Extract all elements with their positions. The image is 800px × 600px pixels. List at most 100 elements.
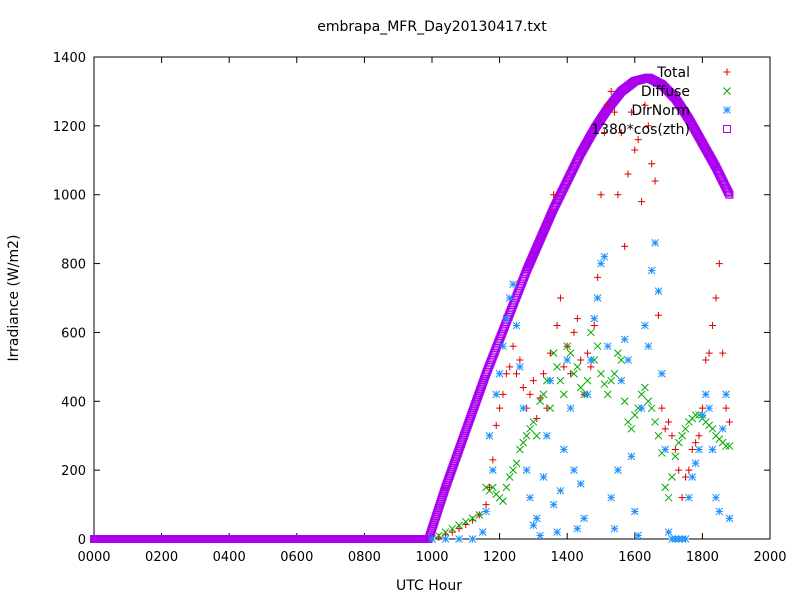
data-point [426, 528, 435, 537]
data-point [708, 445, 717, 454]
data-point [648, 160, 656, 168]
data-point [678, 431, 686, 440]
data-point [668, 432, 676, 440]
data-point [529, 418, 538, 426]
data-point [594, 273, 602, 281]
data-point [630, 411, 639, 419]
data-point [715, 507, 724, 516]
data-point [461, 517, 470, 526]
data-point [427, 526, 436, 535]
data-point [567, 370, 575, 378]
data-point [661, 445, 670, 454]
data-point [593, 342, 602, 351]
data-point [516, 356, 524, 364]
data-point [430, 518, 439, 527]
data-point [485, 483, 493, 491]
data-point [637, 404, 646, 413]
data-point [488, 483, 497, 492]
series-2 [428, 239, 734, 543]
data-point [624, 170, 632, 178]
legend-marker [723, 87, 731, 95]
data-point [563, 356, 572, 364]
data-point [627, 108, 635, 116]
data-point [502, 370, 510, 378]
data-point [570, 328, 578, 336]
data-point [698, 411, 707, 419]
data-point [691, 411, 700, 419]
data-point [505, 473, 514, 481]
data-point [434, 504, 443, 513]
data-point [573, 524, 582, 533]
data-point [505, 294, 514, 302]
data-point [553, 363, 561, 371]
data-point [455, 521, 463, 530]
data-point [654, 311, 662, 319]
data-point [509, 280, 517, 289]
x-tick-label: 0400 [213, 550, 246, 565]
data-point [529, 377, 537, 385]
data-point [553, 528, 561, 536]
data-point [685, 466, 693, 474]
data-point [441, 535, 450, 543]
data-point [651, 239, 659, 247]
data-point [469, 516, 477, 524]
data-point [621, 242, 629, 250]
data-point [705, 404, 714, 413]
data-point [536, 531, 545, 540]
data-point [441, 528, 450, 536]
data-point [607, 376, 615, 385]
data-point [610, 524, 619, 533]
y-tick-label: 400 [61, 395, 86, 410]
data-point [539, 473, 548, 481]
y-tick-label: 1000 [53, 189, 86, 204]
data-point [695, 445, 703, 454]
data-point [611, 108, 619, 116]
data-point [536, 397, 545, 406]
data-point [627, 452, 636, 461]
data-point [718, 424, 727, 433]
data-point [610, 369, 619, 378]
data-point [647, 404, 656, 413]
data-point [678, 494, 686, 502]
data-point [546, 404, 555, 413]
y-axis-ticks: 0 200 400 600 800 1000 1200 1400 [53, 51, 770, 548]
data-point [675, 466, 683, 474]
data-point [671, 452, 680, 461]
data-point [664, 528, 673, 536]
data-point [617, 356, 626, 364]
data-point [482, 507, 490, 516]
data-point [600, 252, 609, 261]
data-point [543, 404, 551, 412]
data-point [641, 321, 649, 330]
data-point [654, 287, 663, 295]
y-tick-label: 200 [61, 464, 86, 479]
data-point [722, 442, 730, 450]
data-point [576, 480, 585, 488]
data-point [492, 390, 501, 399]
data-point [492, 421, 500, 429]
data-point [563, 342, 572, 351]
data-point [434, 506, 443, 515]
data-point [603, 390, 612, 399]
data-point [614, 466, 622, 474]
data-point [702, 356, 710, 364]
data-point [509, 342, 517, 350]
data-point [502, 314, 511, 323]
legend-marker [723, 125, 731, 133]
x-tick-label: 0600 [280, 550, 313, 565]
data-point [425, 530, 434, 539]
x-tick-label: 1400 [551, 550, 584, 565]
data-point [712, 294, 720, 302]
data-point [701, 390, 710, 399]
data-point [725, 514, 734, 523]
data-point [682, 473, 689, 481]
x-tick-label: 1600 [618, 550, 651, 565]
data-point [425, 532, 434, 541]
data-point [715, 260, 723, 268]
data-point [668, 473, 676, 481]
series-layer [90, 73, 734, 543]
data-point [627, 424, 636, 433]
data-point [593, 294, 602, 302]
data-point [526, 390, 534, 398]
data-point [513, 370, 520, 378]
